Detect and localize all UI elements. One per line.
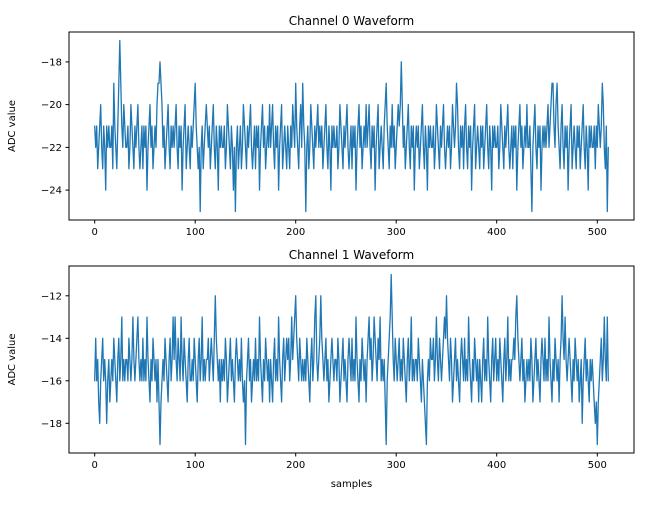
y-tick-label: −12 [41, 291, 62, 302]
axis-ticks-ch1: 0 100 200 300 400 500 −12 −14 −16 −18 [41, 291, 607, 471]
x-tick-label: 0 [92, 227, 98, 238]
subplot-channel-1: Channel 1 Waveform ADC value 0 100 200 300 4… [7, 248, 635, 490]
y-axis-label-ch1: ADC value [7, 333, 18, 385]
y-tick-label: −20 [41, 100, 62, 111]
chart-title-ch0: Channel 0 Waveform [289, 14, 414, 28]
y-tick-label: −18 [41, 57, 62, 68]
x-tick-label: 500 [588, 460, 607, 471]
y-tick-label: −24 [41, 186, 62, 197]
subplot-channel-0: Channel 0 Waveform ADC value 0 100 200 300 4… [7, 14, 635, 238]
chart-title-ch1: Channel 1 Waveform [289, 248, 414, 262]
axis-ticks-ch0: 0 100 200 300 400 500 −18 −20 −22 −24 [41, 57, 607, 238]
x-tick-label: 300 [387, 227, 406, 238]
x-tick-label: 100 [186, 227, 205, 238]
x-tick-label: 100 [186, 460, 205, 471]
x-tick-label: 300 [387, 460, 406, 471]
y-tick-label: −14 [41, 334, 62, 345]
waveform-line-ch1 [94, 273, 609, 446]
y-axis-label-ch0: ADC value [7, 100, 18, 152]
x-tick-label: 0 [92, 460, 98, 471]
x-tick-label: 400 [487, 227, 506, 238]
y-tick-label: −22 [41, 143, 62, 154]
y-tick-label: −18 [41, 419, 62, 430]
x-tick-label: 400 [487, 460, 506, 471]
x-tick-label: 200 [286, 460, 305, 471]
waveform-line-ch0 [94, 39, 609, 213]
y-tick-label: −16 [41, 376, 62, 387]
plot-frame-ch1 [68, 265, 635, 454]
x-tick-label: 500 [588, 227, 607, 238]
x-tick-label: 200 [286, 227, 305, 238]
plot-frame-ch0 [68, 31, 635, 221]
x-axis-label: samples [331, 479, 373, 490]
